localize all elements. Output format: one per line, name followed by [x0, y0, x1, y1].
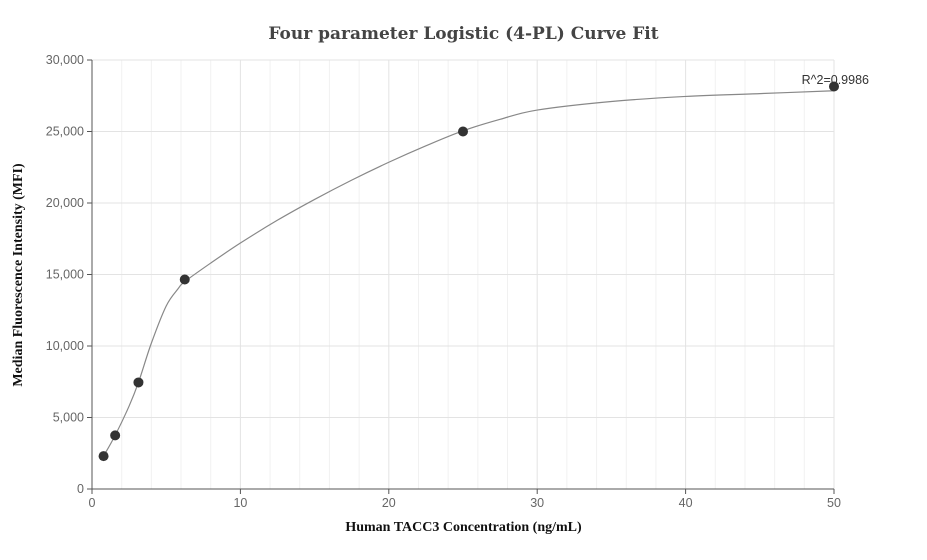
r-squared-annotation: R^2=0.9986: [802, 73, 869, 87]
x-tick-label: 0: [89, 496, 96, 510]
y-tick-label: 10,000: [46, 339, 84, 353]
y-tick-label: 20,000: [46, 196, 84, 210]
x-axis-label: Human TACC3 Concentration (ng/mL): [345, 520, 582, 535]
data-point: [458, 126, 468, 137]
data-point: [98, 451, 109, 462]
major-gridlines: [92, 59, 835, 489]
y-tick-label: 15,000: [46, 268, 84, 282]
chart-title: Four parameter Logistic (4-PL) Curve Fit: [268, 24, 658, 44]
data-point: [829, 81, 839, 92]
x-tick-label: 20: [382, 496, 396, 510]
x-tick-label: 30: [530, 496, 544, 510]
x-axis-ticks: 0 10 20 30 40 50: [89, 489, 841, 510]
data-point: [179, 274, 190, 285]
y-tick-label: 5,000: [53, 411, 84, 425]
x-tick-label: 10: [233, 496, 247, 510]
data-point: [110, 430, 121, 441]
y-tick-label: 25,000: [46, 125, 84, 139]
y-axis-ticks: 0 5,000 10,000 15,000 20,000 25,000 30,000: [46, 53, 92, 496]
y-axis-label: Median Fluorescence Intensity (MFI): [11, 163, 26, 387]
x-tick-label: 40: [679, 496, 693, 510]
data-points-layer: [98, 81, 839, 462]
x-tick-label: 50: [827, 496, 841, 510]
y-tick-label: 0: [77, 482, 84, 496]
data-point: [133, 377, 144, 388]
fit-curve: [103, 90, 835, 457]
fit-curve-layer: [103, 90, 835, 457]
y-tick-label: 30,000: [46, 53, 84, 67]
